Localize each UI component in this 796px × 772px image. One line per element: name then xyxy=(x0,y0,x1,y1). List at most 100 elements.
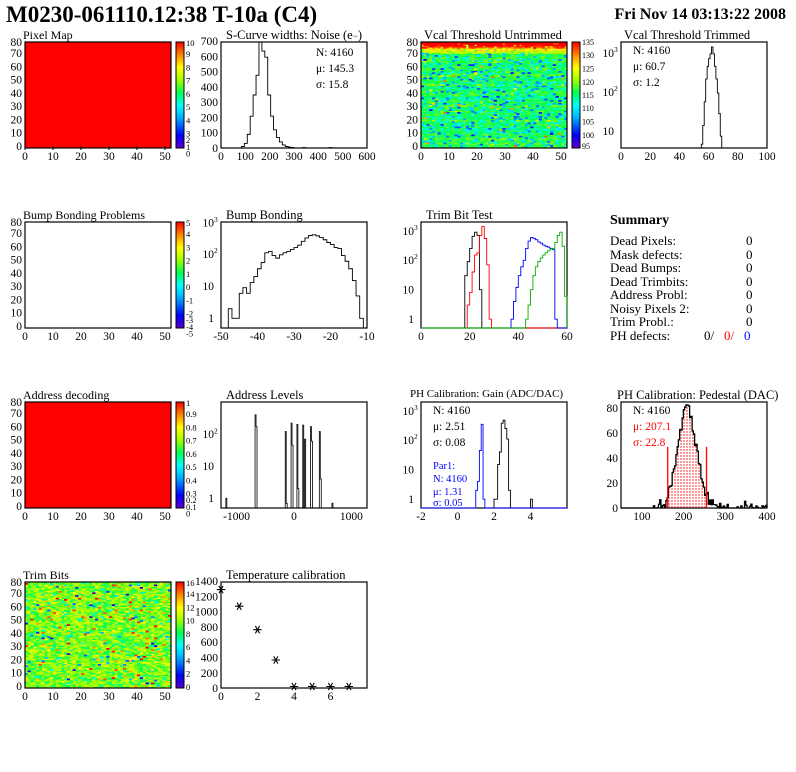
svg-text:-1000: -1000 xyxy=(223,511,250,523)
svg-text:60: 60 xyxy=(11,422,23,434)
svg-text:-10: -10 xyxy=(359,331,375,343)
svg-text:80: 80 xyxy=(607,403,619,415)
svg-text:70: 70 xyxy=(11,48,23,60)
svg-text:8: 8 xyxy=(186,629,190,639)
svg-text:1: 1 xyxy=(208,313,214,325)
svg-text:10: 10 xyxy=(403,406,415,418)
svg-text:2: 2 xyxy=(186,669,190,679)
svg-text:80: 80 xyxy=(732,151,744,163)
svg-text:500: 500 xyxy=(334,151,352,163)
svg-text:30: 30 xyxy=(103,691,115,703)
svg-text:2: 2 xyxy=(214,246,218,255)
svg-text:70: 70 xyxy=(11,408,23,420)
svg-text:20: 20 xyxy=(75,151,87,163)
svg-text:200: 200 xyxy=(675,511,693,523)
svg-text:-2: -2 xyxy=(416,511,426,523)
svg-text:20: 20 xyxy=(11,655,23,667)
svg-text:60: 60 xyxy=(561,331,573,343)
svg-text:50: 50 xyxy=(11,255,23,267)
svg-text:50: 50 xyxy=(407,75,419,87)
svg-text:0: 0 xyxy=(455,511,461,523)
svg-text:60: 60 xyxy=(11,62,23,74)
svg-text:40: 40 xyxy=(407,88,419,100)
svg-text:100: 100 xyxy=(758,151,776,163)
svg-text:10: 10 xyxy=(407,128,419,140)
svg-text:10: 10 xyxy=(203,461,215,473)
svg-text:30: 30 xyxy=(103,151,115,163)
svg-text:100: 100 xyxy=(633,511,651,523)
svg-text:300: 300 xyxy=(717,511,735,523)
svg-text:30: 30 xyxy=(103,331,115,343)
svg-text:10: 10 xyxy=(47,691,59,703)
svg-text:40: 40 xyxy=(11,88,23,100)
svg-text:10: 10 xyxy=(11,128,23,140)
svg-text:μ: 60.7: μ: 60.7 xyxy=(633,61,666,73)
svg-text:3: 3 xyxy=(414,403,418,412)
svg-text:1: 1 xyxy=(186,269,190,279)
svg-text:0: 0 xyxy=(186,682,190,692)
svg-text:7: 7 xyxy=(186,76,190,86)
svg-text:0: 0 xyxy=(612,503,618,515)
svg-text:20: 20 xyxy=(11,475,23,487)
svg-text:0: 0 xyxy=(186,149,190,159)
svg-text:10: 10 xyxy=(47,151,59,163)
svg-text:5: 5 xyxy=(186,102,190,112)
svg-text:0: 0 xyxy=(186,509,190,519)
svg-text:40: 40 xyxy=(131,691,143,703)
svg-text:10: 10 xyxy=(203,218,215,230)
svg-text:130: 130 xyxy=(582,51,594,60)
svg-text:0: 0 xyxy=(22,691,28,703)
svg-text:2: 2 xyxy=(414,432,418,441)
svg-text:20: 20 xyxy=(75,511,87,523)
svg-text:10: 10 xyxy=(403,435,415,447)
svg-text:10: 10 xyxy=(403,285,415,297)
svg-text:40: 40 xyxy=(11,268,23,280)
svg-text:-30: -30 xyxy=(286,331,302,343)
svg-text:50: 50 xyxy=(159,331,171,343)
svg-text:0: 0 xyxy=(22,151,28,163)
svg-text:400: 400 xyxy=(201,82,219,94)
svg-text:μ: 1.31: μ: 1.31 xyxy=(433,487,463,498)
svg-text:3: 3 xyxy=(186,243,190,253)
svg-text:10: 10 xyxy=(186,616,195,626)
svg-text:120: 120 xyxy=(582,78,594,87)
svg-text:40: 40 xyxy=(131,331,143,343)
svg-text:50: 50 xyxy=(11,615,23,627)
svg-text:σ: 22.8: σ: 22.8 xyxy=(633,437,666,449)
svg-text:9: 9 xyxy=(186,49,190,59)
svg-text:4: 4 xyxy=(186,656,191,666)
svg-text:50: 50 xyxy=(11,75,23,87)
svg-text:200: 200 xyxy=(261,151,279,163)
svg-text:6: 6 xyxy=(186,642,190,652)
svg-text:40: 40 xyxy=(11,628,23,640)
svg-text:800: 800 xyxy=(201,622,219,634)
svg-text:10: 10 xyxy=(11,488,23,500)
svg-text:200: 200 xyxy=(201,112,219,124)
svg-text:10: 10 xyxy=(203,281,215,293)
svg-text:60: 60 xyxy=(703,151,715,163)
svg-text:30: 30 xyxy=(103,511,115,523)
svg-text:80: 80 xyxy=(11,577,23,589)
svg-text:σ: 15.8: σ: 15.8 xyxy=(316,79,349,91)
svg-text:10: 10 xyxy=(443,151,455,163)
svg-text:2: 2 xyxy=(214,427,218,436)
svg-text:1400: 1400 xyxy=(195,576,218,588)
svg-text:10: 10 xyxy=(47,511,59,523)
svg-text:-5: -5 xyxy=(186,329,193,339)
svg-text:0: 0 xyxy=(418,331,424,343)
svg-text:4: 4 xyxy=(186,229,191,239)
svg-text:μ: 145.3: μ: 145.3 xyxy=(316,63,354,75)
svg-text:3: 3 xyxy=(614,45,618,54)
svg-text:3: 3 xyxy=(214,215,218,224)
svg-text:300: 300 xyxy=(201,97,219,109)
svg-text:600: 600 xyxy=(201,51,219,63)
svg-text:700: 700 xyxy=(201,36,219,48)
svg-text:10: 10 xyxy=(403,255,415,267)
svg-text:1000: 1000 xyxy=(195,607,218,619)
svg-text:0: 0 xyxy=(218,691,224,703)
svg-text:30: 30 xyxy=(11,461,23,473)
svg-text:0: 0 xyxy=(291,511,297,523)
svg-text:μ: 207.1: μ: 207.1 xyxy=(633,421,671,433)
svg-text:110: 110 xyxy=(582,104,594,113)
svg-text:500: 500 xyxy=(201,67,219,79)
